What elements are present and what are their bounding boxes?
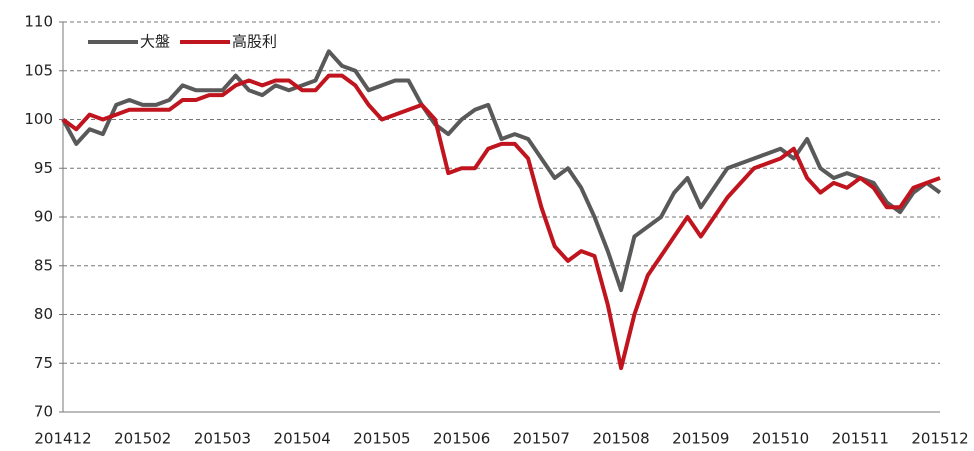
y-tick-label: 95 [34, 159, 53, 177]
y-tick-label: 70 [34, 403, 53, 421]
y-tick-label: 75 [34, 354, 53, 372]
x-tick-label: 201511 [832, 430, 889, 448]
x-tick-label: 201502 [114, 430, 171, 448]
x-tick-label: 201512 [911, 430, 968, 448]
y-tick-label: 110 [24, 13, 53, 31]
x-tick-label: 201412 [34, 430, 91, 448]
x-tick-label: 201503 [194, 430, 251, 448]
legend-label: 大盤 [140, 33, 170, 51]
x-tick-label: 201506 [433, 430, 490, 448]
y-tick-label: 105 [24, 61, 53, 79]
y-tick-label: 80 [34, 305, 53, 323]
x-tick-label: 201504 [274, 430, 331, 448]
x-tick-label: 201507 [513, 430, 570, 448]
x-tick-label: 201505 [353, 430, 410, 448]
x-tick-label: 201508 [592, 430, 649, 448]
legend-label: 高股利 [232, 33, 277, 51]
series-line [61, 49, 942, 293]
x-tick-label: 201509 [672, 430, 729, 448]
y-tick-label: 90 [34, 208, 53, 226]
y-tick-label: 85 [34, 256, 53, 274]
series-line [61, 73, 941, 371]
x-tick-label: 201510 [752, 430, 809, 448]
y-tick-label: 100 [24, 110, 53, 128]
